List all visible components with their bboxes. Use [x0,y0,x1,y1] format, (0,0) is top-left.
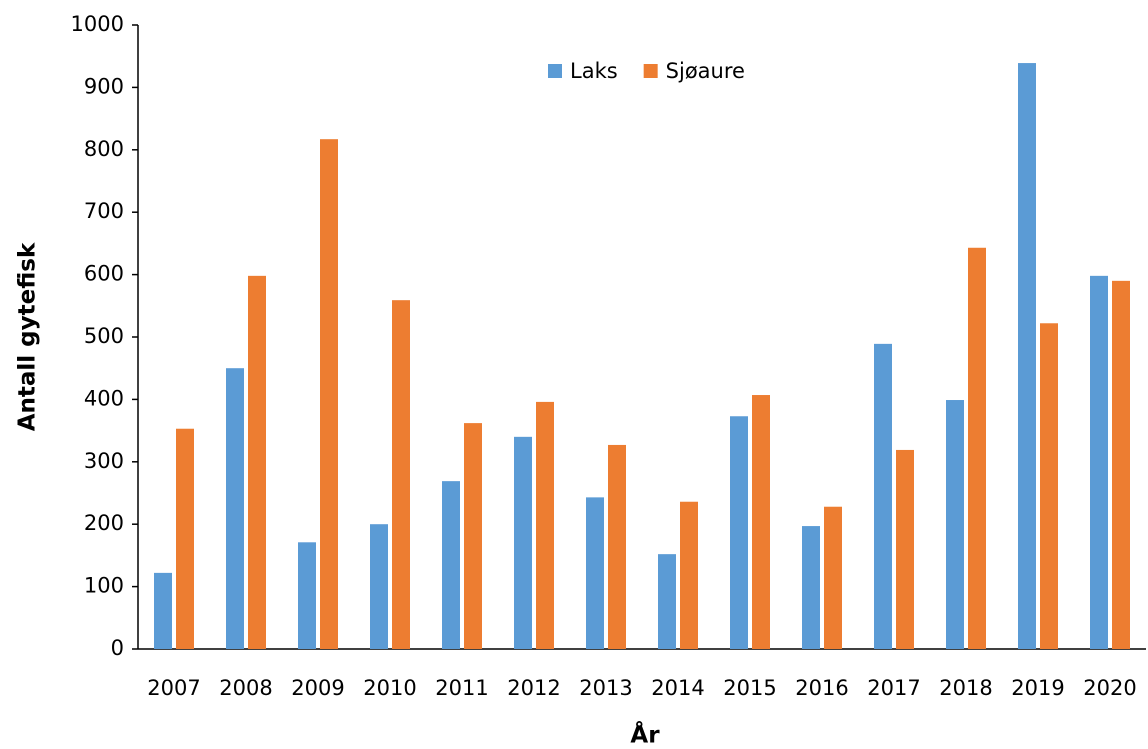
bar [176,428,194,649]
x-tick-label: 2015 [723,676,776,700]
x-axis-title: År [630,721,660,749]
bar [874,343,892,649]
y-tick-label: 800 [84,137,124,161]
bar [896,449,914,649]
x-tick-label: 2016 [795,676,848,700]
bar [514,436,532,649]
x-tick-label: 2011 [435,676,488,700]
y-tick-label: 900 [84,74,124,98]
bar [248,275,266,649]
y-tick-label: 700 [84,199,124,223]
x-tick-label: 2014 [651,676,704,700]
bar [586,497,604,649]
bar [824,506,842,649]
bar [1040,323,1058,649]
y-tick-label: 100 [84,574,124,598]
legend-label: Sjøaure [666,59,745,83]
bar [1090,275,1108,649]
bar [1112,280,1130,649]
y-tick-label: 600 [84,262,124,286]
bar [226,368,244,649]
bar [392,300,410,649]
legend-swatch [548,64,562,78]
y-tick-label: 400 [84,386,124,410]
x-tick-label: 2007 [147,676,200,700]
x-tick-label: 2019 [1011,676,1064,700]
bar [680,501,698,649]
x-tick-label: 2008 [219,676,272,700]
x-tick-label: 2012 [507,676,560,700]
bar [730,416,748,649]
bar [536,401,554,649]
bar [608,444,626,649]
y-axis-title: Antall gytefisk [15,242,41,431]
bar [154,572,172,649]
y-tick-label: 0 [111,636,124,660]
bar [464,423,482,649]
y-tick-label: 500 [84,324,124,348]
bar [370,524,388,649]
x-tick-label: 2009 [291,676,344,700]
bar [298,542,316,649]
y-tick-label: 200 [84,511,124,535]
bar [946,400,964,649]
x-tick-label: 2013 [579,676,632,700]
x-tick-label: 2017 [867,676,920,700]
legend-label: Laks [570,59,618,83]
bar [752,395,770,649]
y-tick-label: 1000 [71,12,124,36]
x-tick-label: 2010 [363,676,416,700]
bar [1018,63,1036,649]
y-tick-label: 300 [84,449,124,473]
bar [442,481,460,649]
bar [320,139,338,649]
legend-swatch [643,64,658,78]
x-tick-label: 2020 [1083,676,1136,700]
x-tick-label: 2018 [939,676,992,700]
bar [802,526,820,649]
bar [968,247,986,649]
bar [658,554,676,649]
